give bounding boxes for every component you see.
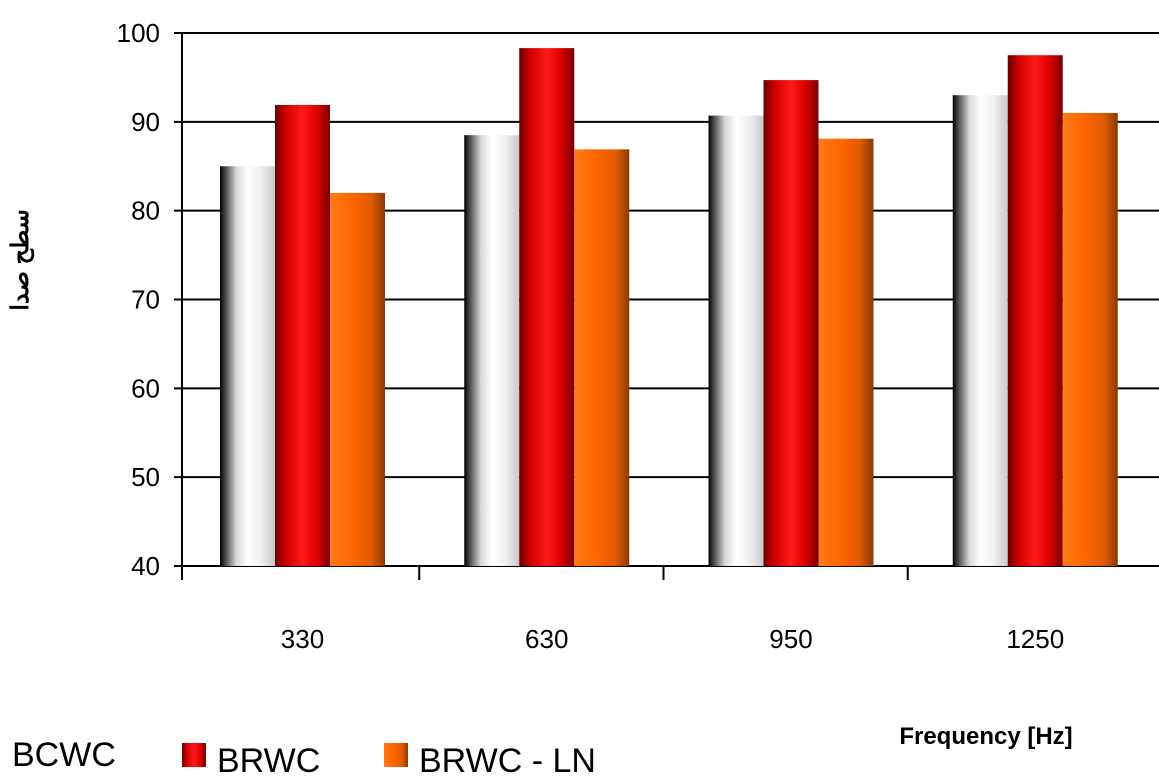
bars <box>220 48 1118 567</box>
x-axis-title: Frequency [Hz] <box>899 723 1072 750</box>
x-tick-label: 950 <box>769 624 812 654</box>
y-tick-label: 40 <box>131 551 160 581</box>
bar-bcwc-950 <box>708 115 764 567</box>
bar-brwc-ln-1250 <box>1062 112 1118 566</box>
x-tick-label: 630 <box>525 624 568 654</box>
y-tick-labels: 40 50 60 70 80 90 100 <box>117 18 160 581</box>
x-tick-label: 330 <box>281 624 324 654</box>
bar-bcwc-1250 <box>952 95 1008 566</box>
legend-label-bcwc: BCWC <box>12 736 116 774</box>
bar-brwc-ln-630 <box>574 149 630 566</box>
bar-bcwc-330 <box>220 166 275 566</box>
axes <box>181 33 909 580</box>
legend: BCWC BRWC BRWC - LN <box>12 736 596 780</box>
bar-brwc-ln-950 <box>818 138 874 566</box>
x-tick-label: 1250 <box>1006 624 1064 654</box>
bar-bcwc-630 <box>464 135 520 567</box>
y-tick-label: 70 <box>131 285 160 315</box>
bar-brwc-950 <box>763 80 819 566</box>
bar-brwc-630 <box>519 48 575 566</box>
y-tick-label: 50 <box>131 462 160 492</box>
legend-swatch-brwc <box>182 743 206 767</box>
bar-brwc-1250 <box>1007 55 1063 566</box>
y-tick-label: 60 <box>131 373 160 403</box>
bar-brwc-ln-330 <box>330 192 385 566</box>
y-tick-label: 80 <box>131 196 160 226</box>
legend-swatch-brwc-ln <box>384 743 408 767</box>
y-axis-title: سطح صدا <box>7 209 35 311</box>
x-tick-labels: 330 630 950 1250 <box>281 624 1064 654</box>
bar-brwc-330 <box>275 104 330 566</box>
y-tick-label: 100 <box>117 18 160 48</box>
legend-label-brwc: BRWC <box>217 742 320 780</box>
y-tick-label: 90 <box>131 107 160 137</box>
legend-label-brwc-ln: BRWC - LN <box>419 742 596 780</box>
